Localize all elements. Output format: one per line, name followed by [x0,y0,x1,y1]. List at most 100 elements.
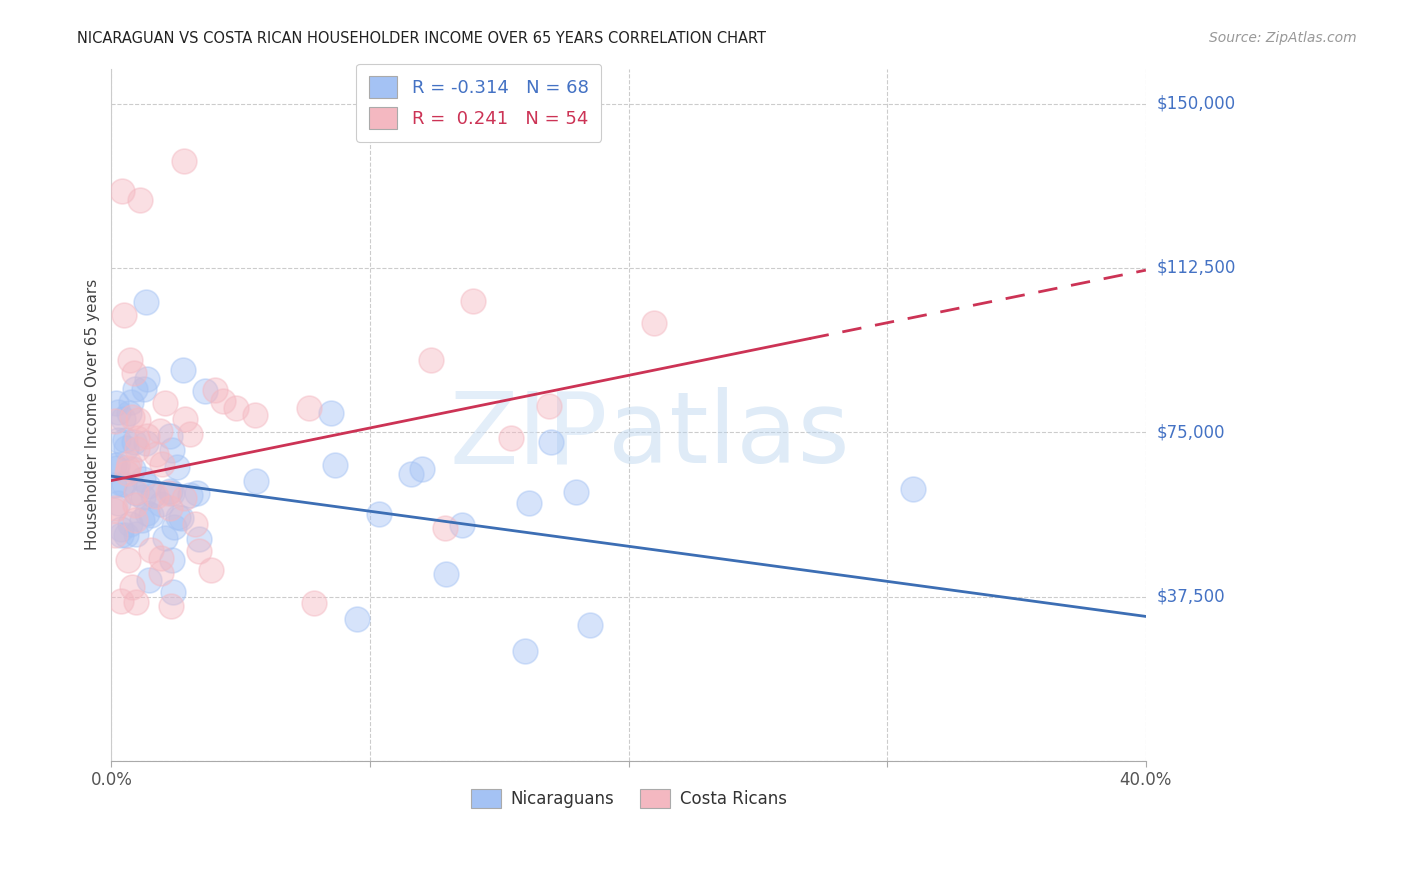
Point [115,528,138,542]
Point [110,593,132,607]
Point [136,506,159,520]
Point [107,495,129,509]
Point [122,435,145,450]
Point [136,429,159,443]
Point [211,394,233,409]
Point [114,433,136,447]
Point [167,510,190,524]
Point [132,382,155,396]
Point [132,472,155,486]
Point [245,408,267,422]
Text: Source: ZipAtlas.com: Source: ZipAtlas.com [1209,31,1357,45]
Point [225,401,247,415]
Point [136,479,159,493]
Point [184,516,207,531]
Point [186,486,208,500]
Point [156,486,179,500]
Point [419,352,441,367]
Point [149,424,172,438]
Point [173,491,195,505]
Point [302,596,325,610]
Point [110,528,132,542]
Point [122,366,145,380]
Point [103,458,125,473]
Point [135,371,157,385]
Y-axis label: Householder Income Over 65 years: Householder Income Over 65 years [86,279,100,550]
Point [118,353,141,368]
Point [501,431,523,445]
Point [160,599,183,614]
Point [433,521,456,535]
Text: $150,000: $150,000 [1157,95,1236,112]
Text: atlas: atlas [607,387,849,484]
Point [579,618,602,632]
Point [145,447,167,461]
Point [118,516,141,531]
Point [153,395,176,409]
Point [121,409,143,424]
Point [132,490,155,504]
Point [163,520,186,534]
Point [463,293,485,308]
Point [127,412,149,426]
Point [139,508,162,522]
Point [118,456,141,470]
Point [118,406,141,420]
Point [128,193,150,207]
Point [117,553,139,567]
Point [124,499,146,513]
Point [204,383,226,397]
Point [150,497,173,511]
Point [135,435,157,450]
Point [194,384,217,399]
Text: $112,500: $112,500 [1157,259,1236,277]
Point [112,476,135,491]
Point [150,457,173,471]
Point [115,466,138,480]
Point [162,584,184,599]
Point [122,462,145,476]
Point [159,501,181,516]
Point [159,429,181,443]
Point [104,528,127,542]
Point [319,406,342,420]
Point [107,405,129,419]
Point [434,566,457,581]
Point [103,500,125,515]
Point [173,153,195,168]
Point [644,316,666,330]
Point [160,553,183,567]
Point [170,510,193,524]
Text: NICARAGUAN VS COSTA RICAN HOUSEHOLDER INCOME OVER 65 YEARS CORRELATION CHART: NICARAGUAN VS COSTA RICAN HOUSEHOLDER IN… [77,31,766,46]
Point [399,467,422,481]
Point [172,363,194,377]
Point [297,401,319,415]
Point [105,460,128,475]
Point [111,184,134,198]
Point [517,496,540,510]
Point [159,483,181,498]
Point [131,513,153,527]
Text: ZIP: ZIP [450,387,607,484]
Point [187,544,209,558]
Point [368,508,391,522]
Point [145,489,167,503]
Point [124,382,146,396]
Point [105,458,128,473]
Point [540,435,562,450]
Point [411,462,433,476]
Point [160,442,183,457]
Point [125,431,148,445]
Point [139,542,162,557]
Point [103,477,125,491]
Point [125,442,148,456]
Point [103,503,125,517]
Point [179,488,201,502]
Text: $37,500: $37,500 [1157,588,1226,606]
Point [200,563,222,577]
Point [515,644,537,658]
Point [117,461,139,475]
Point [451,517,474,532]
Point [104,396,127,410]
Point [124,513,146,527]
